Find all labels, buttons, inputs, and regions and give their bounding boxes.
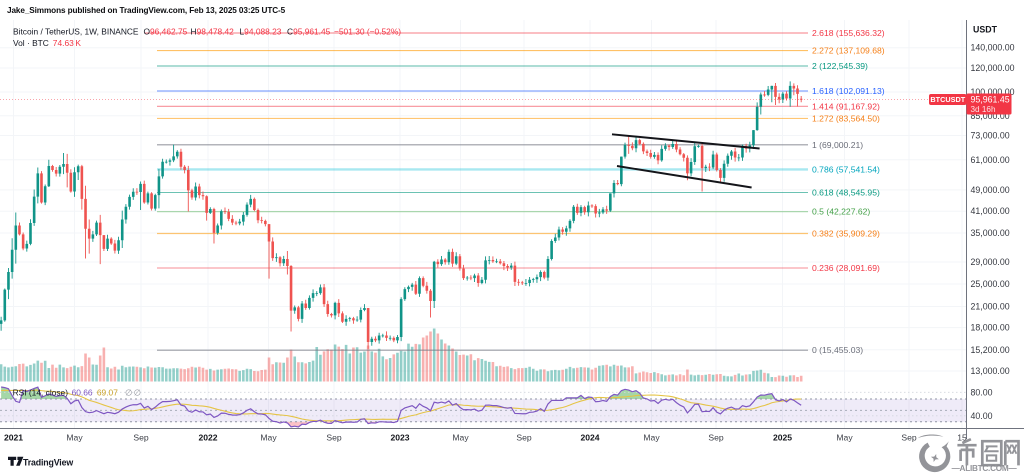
svg-text:2.272 (137,109.68): 2.272 (137,109.68) [812,46,885,56]
svg-text:0 (15,455.03): 0 (15,455.03) [812,345,863,355]
svg-text:2023: 2023 [390,432,409,442]
svg-text:Sep: Sep [901,432,917,442]
svg-text:49,000.00: 49,000.00 [971,185,1010,195]
svg-text:2021: 2021 [4,432,23,442]
svg-text:85,000.00: 85,000.00 [971,111,1010,121]
svg-text:Sep: Sep [133,432,149,442]
svg-text:25,000.00: 25,000.00 [971,279,1010,289]
svg-text:21,000.00: 21,000.00 [971,302,1010,312]
svg-text:Bitcoin / TetherUS, 1W, BINANC: Bitcoin / TetherUS, 1W, BINANCE O96,462.7… [13,26,401,36]
svg-text:0.618 (48,545.95): 0.618 (48,545.95) [812,188,880,198]
svg-text:2024: 2024 [580,432,599,442]
svg-text:May: May [452,432,469,442]
svg-text:2022: 2022 [198,432,217,442]
svg-text:May: May [260,432,277,442]
svg-text:0.786 (57,541.54): 0.786 (57,541.54) [812,164,880,174]
svg-text:TradingView: TradingView [23,458,73,468]
svg-text:18,000.00: 18,000.00 [971,323,1010,333]
svg-text:0.382 (35,909.29): 0.382 (35,909.29) [812,229,880,239]
svg-text:80.00: 80.00 [971,387,993,397]
svg-text:1.414 (91,167.92): 1.414 (91,167.92) [812,101,880,111]
svg-text:95,961.45: 95,961.45 [971,94,1010,104]
svg-text:40.00: 40.00 [971,411,993,421]
svg-text:41,000.00: 41,000.00 [971,206,1010,216]
svg-text:61,000.00: 61,000.00 [971,155,1010,165]
svg-text:100,000.00: 100,000.00 [971,87,1015,97]
svg-text:Sep: Sep [326,432,342,442]
svg-text:2025: 2025 [773,432,792,442]
svg-text:USDT: USDT [973,25,998,35]
svg-text:15,200.00: 15,200.00 [971,345,1010,355]
svg-text:13,000.00: 13,000.00 [971,366,1010,376]
svg-text:—ALIBTC.COM—: —ALIBTC.COM— [952,464,1018,473]
svg-text:0.236 (28,091.69): 0.236 (28,091.69) [812,263,880,273]
svg-text:1.272 (83,564.50): 1.272 (83,564.50) [812,113,880,123]
svg-text:May: May [836,432,853,442]
svg-text:2 (122,545.39): 2 (122,545.39) [812,61,868,71]
svg-text:Jake_Simmons published on Trad: Jake_Simmons published on TradingView.co… [7,6,286,15]
svg-text:May: May [66,432,83,442]
svg-text:120,000.00: 120,000.00 [971,63,1015,73]
svg-text:35,000.00: 35,000.00 [971,228,1010,238]
svg-text:May: May [643,432,660,442]
svg-text:1.618 (102,091.13): 1.618 (102,091.13) [812,86,885,96]
svg-text:0.5 (42,227.62): 0.5 (42,227.62) [812,207,870,217]
svg-text:1 (69,000.21): 1 (69,000.21) [812,140,863,150]
svg-text:3d 16h: 3d 16h [971,105,996,114]
svg-text:Sep: Sep [708,432,724,442]
svg-text:BTCUSDT: BTCUSDT [930,95,965,104]
svg-text:15: 15 [957,432,967,442]
svg-text:73,000.00: 73,000.00 [971,131,1010,141]
svg-text:29,000.00: 29,000.00 [971,257,1010,267]
svg-text:2.618 (155,636.32): 2.618 (155,636.32) [812,28,885,38]
svg-text:140,000.00: 140,000.00 [971,43,1015,53]
svg-text:Sep: Sep [516,432,532,442]
